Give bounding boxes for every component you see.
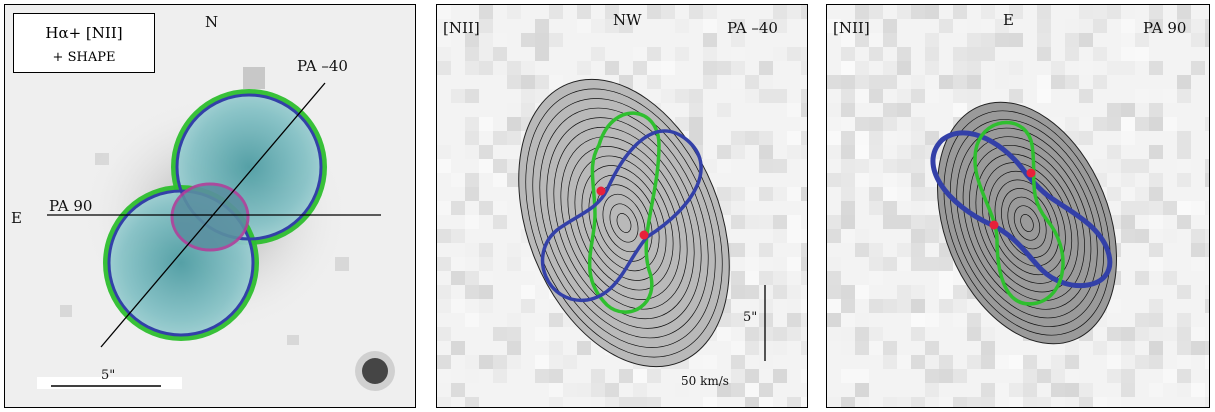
velocity-scale-label: 50 km/s (681, 374, 729, 388)
legend-title: Hα+ [NII] (45, 24, 123, 42)
panel-b-figure (437, 5, 807, 407)
legend-box: Hα+ [NII] + SHAPE (13, 13, 155, 73)
legend-subtitle: + SHAPE (52, 50, 116, 65)
pa-label: PA 90 (1143, 19, 1187, 37)
panel-a-figure (5, 5, 415, 407)
blue-model-curve (540, 129, 703, 302)
pa-minus40-label: PA –40 (297, 57, 348, 75)
marker-upper (596, 186, 606, 196)
panel-c-figure (827, 5, 1209, 407)
east-label: E (11, 209, 22, 227)
direction-label: NW (613, 11, 642, 29)
contour-map (518, 78, 730, 368)
pa-90-label: PA 90 (49, 197, 93, 215)
panel-image-shape: Hα+ [NII] + SHAPE N E PA –40 PA 90 5" (4, 4, 416, 408)
line-label: [NII] (833, 19, 870, 37)
line-label: [NII] (443, 19, 480, 37)
direction-label: E (1003, 11, 1014, 29)
north-label: N (205, 13, 219, 31)
panel-pv-pa-90: [NII] E PA 90 (826, 4, 1210, 408)
scale-label: 5" (101, 368, 116, 383)
pa-label: PA –40 (727, 19, 778, 37)
marker-upper (1026, 168, 1036, 178)
green-model-curve (587, 111, 661, 314)
blue-model-curve (930, 130, 1113, 289)
marker-lower (989, 220, 999, 230)
panel-pv-pa-minus40: [NII] NW PA –40 5" 50 km/s (436, 4, 808, 408)
marker-lower (639, 230, 649, 240)
field-star (362, 358, 388, 384)
central-ring (170, 182, 250, 252)
spatial-scale-label: 5" (743, 310, 758, 325)
